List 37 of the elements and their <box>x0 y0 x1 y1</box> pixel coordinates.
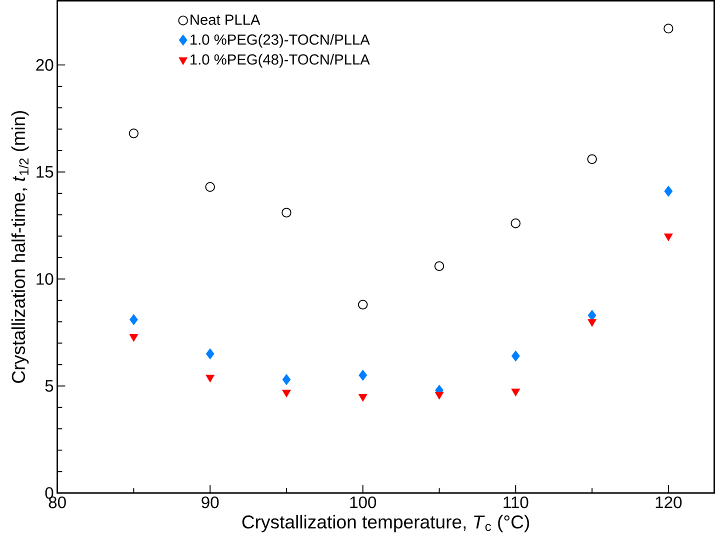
x-tick-label: 100 <box>350 496 376 508</box>
point <box>434 392 444 400</box>
point <box>664 185 673 197</box>
x-tick-label: 80 <box>48 496 66 508</box>
point <box>358 300 368 310</box>
point <box>664 233 673 242</box>
point <box>434 261 444 271</box>
point <box>282 390 291 398</box>
point <box>664 23 674 34</box>
point <box>588 310 596 321</box>
y-tick-label: 15 <box>36 166 54 178</box>
y-tick-label: 5 <box>45 380 54 392</box>
point <box>588 318 596 327</box>
point <box>205 182 215 192</box>
x-tick-label: 110 <box>504 496 528 508</box>
point <box>511 388 520 396</box>
point <box>587 154 597 164</box>
y-axis-title: Crystallization half-time, t$_{1/2}$ (min) <box>11 110 29 383</box>
point <box>206 374 215 382</box>
x-tick-label: 120 <box>656 496 682 508</box>
point <box>511 350 520 362</box>
point <box>129 334 138 342</box>
point <box>129 314 138 325</box>
y-tick-label: 20 <box>36 58 54 71</box>
point <box>128 128 139 138</box>
legend-label: Neat PLLA <box>190 14 260 25</box>
legend-label: 1.0 %PEG(48)-TOCN/PLLA <box>190 54 370 68</box>
point <box>510 218 521 228</box>
point <box>282 374 291 385</box>
y-tick-label: 10 <box>36 272 54 285</box>
point <box>206 348 214 360</box>
point <box>358 394 368 402</box>
x-axis-title: Crystallization temperature, T$_{c}$ (°C) <box>242 514 530 532</box>
point <box>358 369 368 381</box>
x-tick-label: 90 <box>202 496 219 508</box>
point <box>282 208 292 218</box>
legend-label: 1.0 %PEG(23)-TOCN/PLLA <box>190 34 370 48</box>
